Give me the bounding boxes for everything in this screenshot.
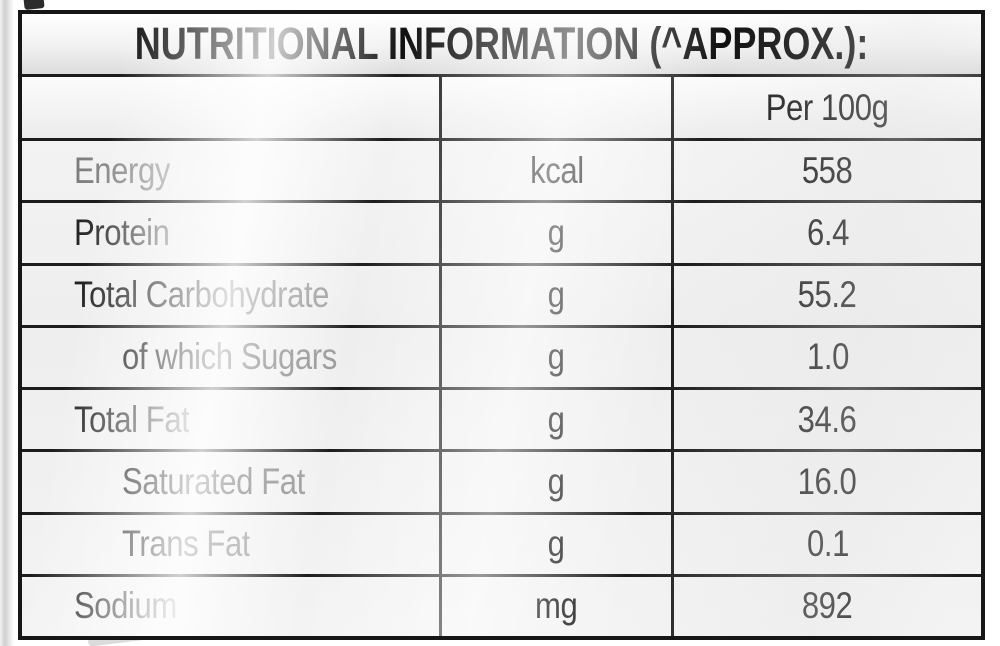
table-row-saturatedfat-value-cell: 16.0 xyxy=(674,449,981,511)
table-row-energy-unit-cell: kcal xyxy=(442,138,674,201)
header-nutrient-cell xyxy=(22,74,442,138)
table-row-sodium-unit-cell: mg xyxy=(442,573,674,636)
row-label: Saturated Fat xyxy=(122,460,305,502)
header-unit-cell xyxy=(442,74,674,138)
table-row-sugars-unit-cell: g xyxy=(442,324,674,387)
row-label: Sodium xyxy=(74,585,177,627)
row-unit: g xyxy=(548,460,565,502)
table-row-sodium-label-cell: Sodium xyxy=(22,573,442,636)
table-row-protein-unit-cell: g xyxy=(442,200,674,263)
row-unit: g xyxy=(548,398,565,440)
table-row-transfat-value-cell: 0.1 xyxy=(674,511,981,574)
header-value-cell: Per 100g xyxy=(674,74,981,138)
row-unit: g xyxy=(548,274,565,316)
table-row-totalfat-value-cell: 34.6 xyxy=(674,387,981,449)
row-unit: g xyxy=(548,523,565,565)
row-value: 6.4 xyxy=(806,211,849,253)
table-row-carbohydrate-label-cell: Total Carbohydrate xyxy=(22,262,442,325)
table-row-sodium-value-cell: 892 xyxy=(674,573,981,636)
row-value: 892 xyxy=(802,585,853,627)
row-label: Trans Fat xyxy=(122,523,251,565)
row-value: 34.6 xyxy=(798,398,857,440)
row-value: 0.1 xyxy=(806,523,849,565)
table-row-protein-value-cell: 6.4 xyxy=(674,200,981,262)
row-unit: g xyxy=(548,336,565,378)
value-column-header: Per 100g xyxy=(766,86,889,128)
row-label: Protein xyxy=(74,211,170,253)
row-unit: kcal xyxy=(529,149,584,191)
table-row-saturatedfat-unit-cell: g xyxy=(442,449,674,512)
package-edge-shadow xyxy=(0,0,14,646)
photo-artifact-top-mark xyxy=(23,0,45,11)
nutrition-table: NUTRITIONAL INFORMATION (^APPROX.): Per … xyxy=(18,10,985,640)
row-unit: g xyxy=(548,211,565,253)
table-row-sugars-value-cell: 1.0 xyxy=(674,324,981,387)
row-value: 558 xyxy=(802,149,853,191)
table-row-protein-label-cell: Protein xyxy=(22,200,442,263)
row-unit: mg xyxy=(535,585,578,627)
table-row-transfat-unit-cell: g xyxy=(442,511,674,574)
table-title: NUTRITIONAL INFORMATION (^APPROX.): xyxy=(134,18,869,69)
table-row-carbohydrate-value-cell: 55.2 xyxy=(674,262,981,325)
row-label: Total Carbohydrate xyxy=(74,274,330,316)
table-row-saturatedfat-label-cell: Saturated Fat xyxy=(22,449,442,512)
table-row-energy-label-cell: Energy xyxy=(22,138,442,201)
table-row-totalfat-unit-cell: g xyxy=(442,387,674,450)
row-label: Energy xyxy=(74,149,170,191)
row-label: Total Fat xyxy=(74,398,190,440)
row-value: 1.0 xyxy=(806,336,849,378)
row-value: 55.2 xyxy=(798,274,857,316)
table-row-energy-value-cell: 558 xyxy=(674,138,981,200)
table-row-carbohydrate-unit-cell: g xyxy=(442,262,674,325)
row-value: 16.0 xyxy=(798,460,857,502)
table-row-sugars-label-cell: of which Sugars xyxy=(22,324,442,387)
table-title-row: NUTRITIONAL INFORMATION (^APPROX.): xyxy=(22,14,981,74)
table-row-totalfat-label-cell: Total Fat xyxy=(22,387,442,450)
table-row-transfat-label-cell: Trans Fat xyxy=(22,511,442,574)
row-label: of which Sugars xyxy=(122,336,337,378)
